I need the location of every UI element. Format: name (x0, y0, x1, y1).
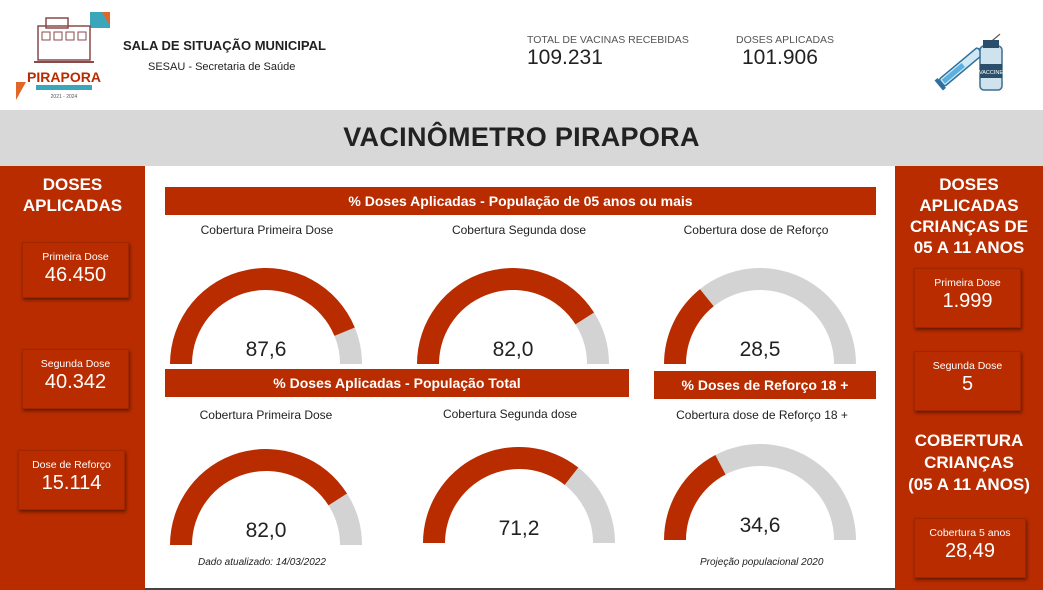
coverage-title-line2: CRIANÇAS (924, 453, 1014, 472)
left-panel-doses-aplicadas: DOSES APLICADAS Primeira Dose 46.450 Seg… (0, 166, 145, 590)
header: PIRAPORA 2021 - 2024 SALA DE SITUAÇÃO MU… (0, 0, 1043, 110)
left-panel-title-line1: DOSES (42, 175, 103, 194)
title-band: VACINÔMETRO PIRAPORA (0, 110, 1043, 166)
card-criancas-primeira-dose: Primeira Dose 1.999 (914, 268, 1021, 328)
coverage-title-line3: (05 A 11 ANOS) (908, 475, 1030, 494)
section-bar-reforco-18: % Doses de Reforço 18 + (654, 371, 876, 399)
gauge-title: Cobertura Primeira Dose (199, 408, 333, 422)
gauge-track (715, 444, 856, 540)
gauge-chart: 34,6 (664, 444, 856, 540)
card-label: Dose de Reforço (32, 459, 111, 471)
card-dose-reforco: Dose de Reforço 15.114 (18, 450, 125, 510)
card-label: Primeira Dose (42, 251, 109, 263)
gauge-title: Cobertura dose de Reforço 18 + (676, 408, 848, 422)
gauge-chart: 82,0 (170, 449, 362, 545)
gauge-value-arc (170, 449, 348, 545)
gauge-title: Cobertura Segunda dose (451, 223, 587, 237)
logo-name: PIRAPORA (27, 69, 101, 85)
kpi-total-received-label: TOTAL DE VACINAS RECEBIDAS (527, 34, 689, 46)
vaccine-vial-label: VACCINE (979, 70, 1003, 76)
card-segunda-dose: Segunda Dose 40.342 (22, 349, 129, 409)
card-label: Segunda Dose (932, 360, 1003, 372)
kpi-doses-applied-label: DOSES APLICADAS (736, 34, 835, 46)
section-bar-populacao-5-anos: % Doses Aplicadas - População de 05 anos… (165, 187, 876, 215)
gauge-track (328, 493, 362, 545)
gauge-value-label: 82,0 (246, 519, 287, 542)
kpi-doses-applied-value: 101.906 (742, 46, 818, 69)
gauge-value-label: 28,5 (740, 338, 781, 361)
card-label: Primeira Dose (934, 277, 1001, 289)
page-title: VACINÔMETRO PIRAPORA (343, 122, 700, 152)
card-label: Cobertura 5 anos (929, 527, 1011, 539)
note-updated: Dado atualizado: 14/03/2022 (198, 557, 326, 568)
card-criancas-segunda-dose: Segunda Dose 5 (914, 351, 1021, 411)
gauge-chart: 87,6 (170, 267, 362, 364)
left-panel-title-line2: APLICADAS (22, 196, 123, 215)
card-value: 15.114 (41, 472, 102, 494)
gauge-track (575, 312, 609, 364)
gauge-title: Cobertura Segunda dose (442, 407, 578, 421)
gauge-value-arc (664, 455, 726, 540)
gauge-chart: 71,2 (423, 447, 615, 543)
syringe-vaccine-icon: VACCINE (934, 33, 1003, 91)
org-subtitle: SESAU - Secretaria de Saúde (148, 61, 296, 73)
gauge-track (699, 268, 856, 364)
card-cobertura-5-anos: Cobertura 5 anos 28,49 (914, 518, 1026, 578)
right-panel-title-line3: CRIANÇAS DE (909, 217, 1029, 236)
gauge-value-arc (170, 267, 355, 364)
note-projection: Projeção populacional 2020 (700, 557, 824, 568)
gauge-value-arc (423, 447, 579, 543)
card-value: 5 (961, 373, 974, 395)
gauge-value-label: 82,0 (493, 338, 534, 361)
card-value: 28,49 (944, 540, 996, 562)
org-title: SALA DE SITUAÇÃO MUNICIPAL (123, 38, 326, 53)
gauge-title: Cobertura Primeira Dose (200, 223, 334, 237)
gauge-title: Cobertura dose de Reforço (683, 223, 829, 237)
kpi-total-received-value: 109.231 (527, 46, 603, 69)
card-value: 40.342 (44, 371, 107, 393)
logo-years: 2021 - 2024 (51, 94, 78, 100)
pirapora-logo: PIRAPORA 2021 - 2024 (16, 12, 110, 100)
right-panel-criancas: DOSES APLICADAS CRIANÇAS DE 05 A 11 ANOS… (895, 166, 1043, 590)
gauge-value-arc (664, 289, 714, 364)
gauge-value-label: 87,6 (246, 338, 287, 361)
coverage-title-line1: COBERTURA (914, 431, 1024, 450)
section-bar-populacao-total: % Doses Aplicadas - População Total (165, 369, 629, 397)
card-label: Segunda Dose (40, 358, 111, 370)
gauge-track (564, 467, 615, 543)
card-value: 1.999 (942, 290, 993, 312)
gauge-track (334, 327, 362, 364)
card-primeira-dose: Primeira Dose 46.450 (22, 242, 129, 298)
gauge-chart: 82,0 (417, 268, 609, 364)
right-panel-title-line1: DOSES (939, 175, 999, 194)
card-value: 46.450 (44, 264, 107, 286)
gauge-value-arc (417, 268, 595, 364)
gauge-value-label: 71,2 (499, 517, 540, 540)
gauge-chart: 28,5 (664, 268, 856, 364)
right-panel-title-line2: APLICADAS (919, 196, 1019, 215)
right-panel-title-line4: 05 A 11 ANOS (913, 238, 1025, 257)
gauge-value-label: 34,6 (740, 514, 781, 537)
